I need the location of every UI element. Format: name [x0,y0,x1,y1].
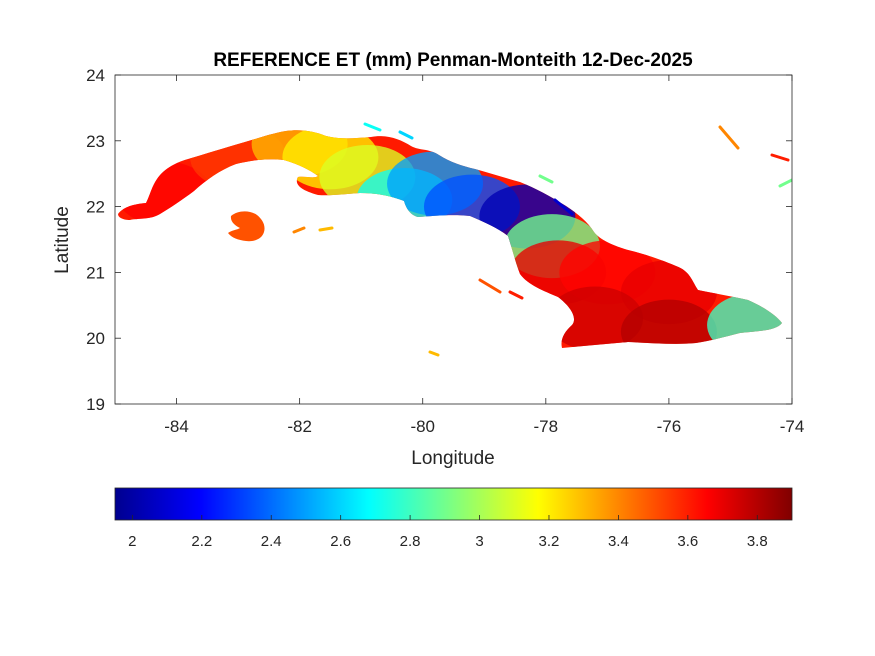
colorbar [114,487,793,521]
islet-3 [363,122,382,132]
islet-5 [428,350,440,357]
islet-1 [770,153,790,162]
y-tick-label: 24 [86,66,105,85]
colorbar-tick-label: 2.8 [400,533,421,550]
x-tick-label: -78 [534,417,559,436]
colorbar-tick-label: 3.6 [677,533,698,550]
x-axis-label: Longitude [411,448,494,469]
y-axis-label: Latitude [52,206,73,274]
plot-area [115,75,792,404]
colorbar-tick-label: 2.6 [330,533,351,550]
colorbar-tick-label: 2 [128,533,136,550]
colorbar-tick-label: 3 [475,533,483,550]
colorbar-tick-label: 3.4 [608,533,629,550]
x-tick-label: -80 [410,417,435,436]
islet-2 [778,178,792,188]
y-tick-label: 21 [86,263,105,282]
x-tick-label: -74 [780,417,805,436]
colorbar-tick-label: 3.2 [539,533,560,550]
x-tick-label: -84 [164,417,189,436]
islet-9 [318,226,334,232]
islet-11 [538,174,554,184]
islet-4 [398,130,414,140]
map-title: REFERENCE ET (mm) Penman-Monteith 12-Dec… [213,50,693,71]
small-islets [292,122,792,357]
islet-10 [553,198,574,216]
islet-7 [508,290,524,300]
islet-6 [478,278,502,294]
colorbar-tick-label: 3.8 [747,533,768,550]
x-axis-ticks: -84 -82 -80 -78 -76 -74 [164,75,804,436]
colorbar-tick-label: 2.4 [261,533,282,550]
y-tick-label: 19 [86,395,105,414]
islet-8 [292,226,306,234]
axes-box [114,74,793,405]
y-tick-label: 22 [86,198,105,217]
islet-0 [718,125,740,150]
colorbar-tick-label: 2.2 [191,533,212,550]
x-tick-label: -76 [657,417,682,436]
colorbar-ticks: 2 2.2 2.4 2.6 2.8 3 3.2 3.4 3.6 3.8 [128,515,768,550]
y-tick-label: 20 [86,329,105,348]
isla-de-la-juventud [228,211,265,242]
x-tick-label: -82 [287,417,312,436]
y-axis-ticks: 19 20 21 22 23 24 [86,66,792,414]
region-14 [547,286,644,348]
y-tick-label: 23 [86,132,105,151]
